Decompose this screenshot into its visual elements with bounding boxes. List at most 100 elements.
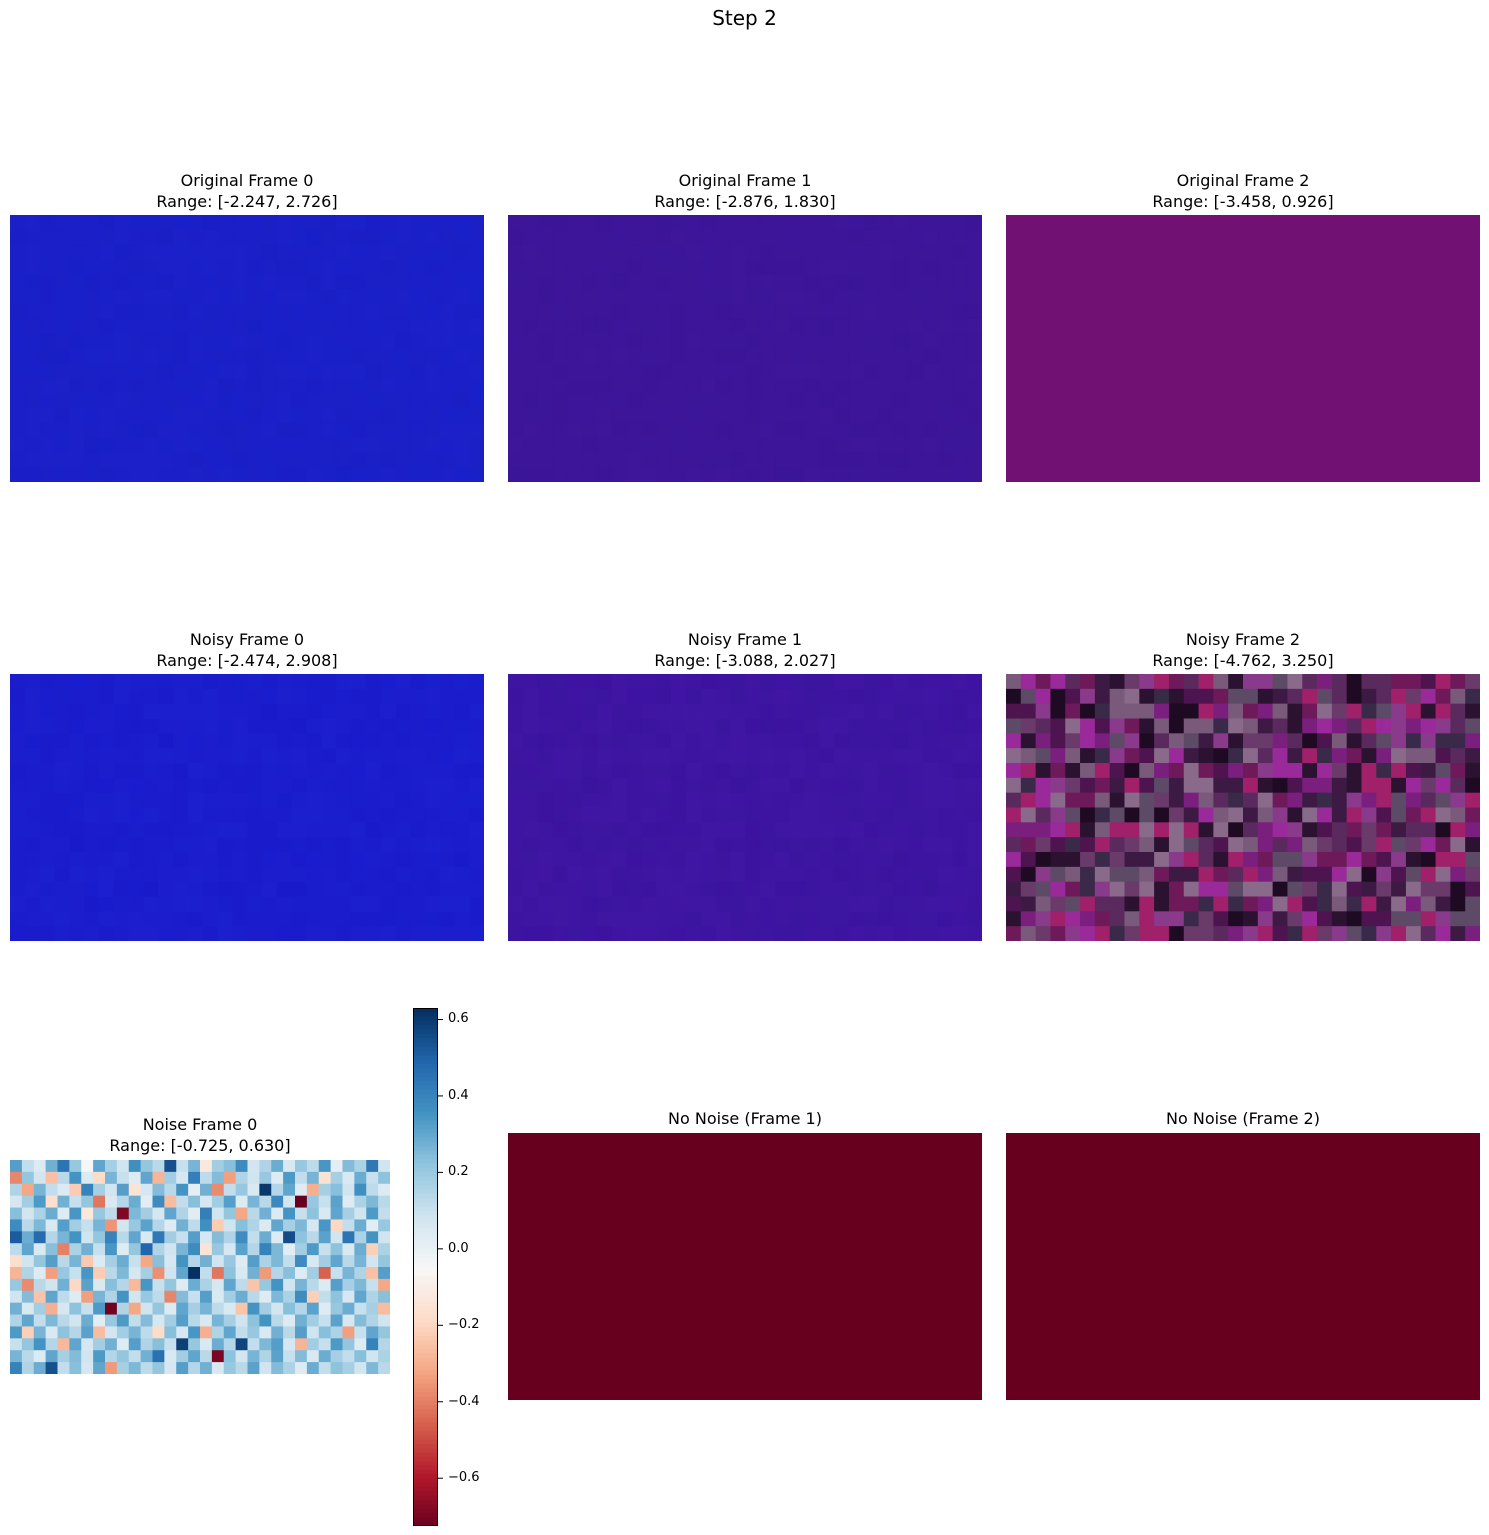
frame-texture-cell — [113, 215, 129, 231]
mosaic-cell — [1094, 926, 1111, 941]
frame-texture-cell — [967, 748, 982, 764]
frame-texture-cell — [409, 911, 426, 927]
frame-texture-cell — [84, 778, 99, 793]
mosaic-cell — [1420, 896, 1437, 912]
frame-texture-cell — [350, 763, 366, 779]
heatmap-cell — [93, 1219, 106, 1232]
heatmap-cell — [318, 1171, 332, 1185]
mosaic-cell — [1317, 703, 1333, 719]
frame-texture-cell — [671, 304, 686, 319]
frame-texture-cell — [202, 866, 218, 883]
frame-texture-cell — [670, 363, 687, 379]
heatmap-cell — [330, 1350, 343, 1363]
frame-texture-cell — [380, 911, 396, 927]
frame-texture-cell — [937, 881, 953, 897]
mosaic-cell — [1287, 881, 1303, 897]
frame-texture-cell — [670, 777, 687, 794]
frame-texture-cell — [277, 882, 292, 897]
heatmap-cell — [283, 1160, 296, 1173]
heatmap-cell — [378, 1267, 390, 1280]
mosaic-cell — [1080, 763, 1096, 779]
frame-texture-cell — [967, 244, 982, 260]
heatmap-cell — [93, 1350, 106, 1363]
frame-texture-cell — [656, 467, 672, 482]
frame-texture-cell — [291, 378, 307, 394]
heatmap-cell — [295, 1278, 308, 1292]
mosaic-cell — [1065, 733, 1081, 749]
frame-texture-cell — [469, 896, 484, 912]
frame-texture-cell — [596, 763, 613, 779]
frame-texture-cell — [819, 215, 834, 230]
frame-texture-cell — [10, 792, 26, 808]
frame-texture-cell — [967, 807, 982, 823]
mosaic-cell — [1302, 703, 1318, 719]
frame-texture-cell — [789, 229, 805, 246]
frame-texture-cell — [759, 407, 776, 424]
mosaic-cell — [1183, 748, 1200, 764]
mosaic-cell — [1302, 688, 1318, 705]
frame-texture-cell — [335, 674, 352, 690]
frame-texture-cell — [700, 363, 716, 379]
frame-texture-cell — [937, 333, 953, 349]
frame-texture-cell — [878, 348, 894, 364]
frame-texture-cell — [187, 852, 204, 868]
frame-texture-cell — [232, 259, 248, 275]
heatmap-cell — [188, 1183, 201, 1197]
frame-texture-cell — [217, 896, 233, 912]
heatmap-cell — [378, 1207, 390, 1220]
frame-texture-cell — [552, 896, 568, 912]
frame-texture-cell — [84, 289, 100, 305]
heatmap-cell — [211, 1302, 225, 1315]
heatmap-cell — [93, 1171, 106, 1185]
frame-texture-cell — [922, 244, 939, 260]
frame-texture-cell — [804, 807, 820, 823]
no-noise-frame-1-image — [508, 1133, 982, 1400]
frame-texture-cell — [641, 911, 657, 927]
heatmap-cell — [116, 1326, 130, 1339]
frame-texture-cell — [937, 229, 953, 246]
frame-texture-cell — [759, 274, 776, 290]
frame-texture-cell — [893, 259, 909, 275]
heatmap-cell — [176, 1314, 189, 1327]
frame-texture-cell — [641, 423, 656, 438]
frame-texture-cell — [537, 289, 553, 305]
frame-texture-cell — [537, 703, 553, 719]
frame-texture-cell — [819, 437, 835, 453]
heatmap-cell — [366, 1326, 379, 1339]
mosaic-cell — [1109, 718, 1125, 734]
frame-texture-cell — [84, 422, 100, 438]
mosaic-cell — [1391, 837, 1407, 853]
heatmap-cell — [116, 1255, 130, 1268]
frame-texture-cell — [128, 437, 144, 453]
frame-texture-cell — [670, 229, 687, 246]
frame-texture-cell — [69, 852, 85, 868]
heatmap-cell — [366, 1338, 379, 1351]
frame-texture-cell — [774, 244, 790, 260]
frame-texture-cell — [745, 688, 761, 705]
frame-texture-cell — [745, 333, 761, 349]
frame-texture-cell — [217, 318, 233, 335]
mosaic-cell — [1420, 911, 1437, 927]
frame-texture-cell — [848, 422, 864, 438]
frame-texture-cell — [172, 733, 189, 749]
heatmap-cell — [164, 1171, 177, 1185]
frame-texture-cell — [395, 363, 411, 379]
heatmap-cell — [21, 1290, 35, 1304]
heatmap-cell — [283, 1302, 296, 1315]
frame-texture-cell — [759, 911, 776, 927]
heatmap-cell — [176, 1183, 189, 1197]
frame-texture-cell — [745, 926, 761, 941]
colorbar-band — [413, 1016, 438, 1022]
heatmap-cell — [306, 1231, 320, 1244]
frame-texture-cell — [54, 777, 70, 794]
frame-texture-cell — [306, 289, 322, 305]
mosaic-cell — [1006, 866, 1022, 883]
frame-texture-cell — [508, 807, 524, 823]
frame-texture-cell — [39, 807, 55, 823]
mosaic-cell — [1109, 881, 1125, 897]
heatmap-cell — [283, 1219, 296, 1232]
frame-texture-cell — [409, 926, 426, 941]
frame-texture-cell — [552, 674, 568, 690]
frame-texture-cell — [113, 748, 129, 764]
mosaic-cell — [1317, 688, 1333, 705]
